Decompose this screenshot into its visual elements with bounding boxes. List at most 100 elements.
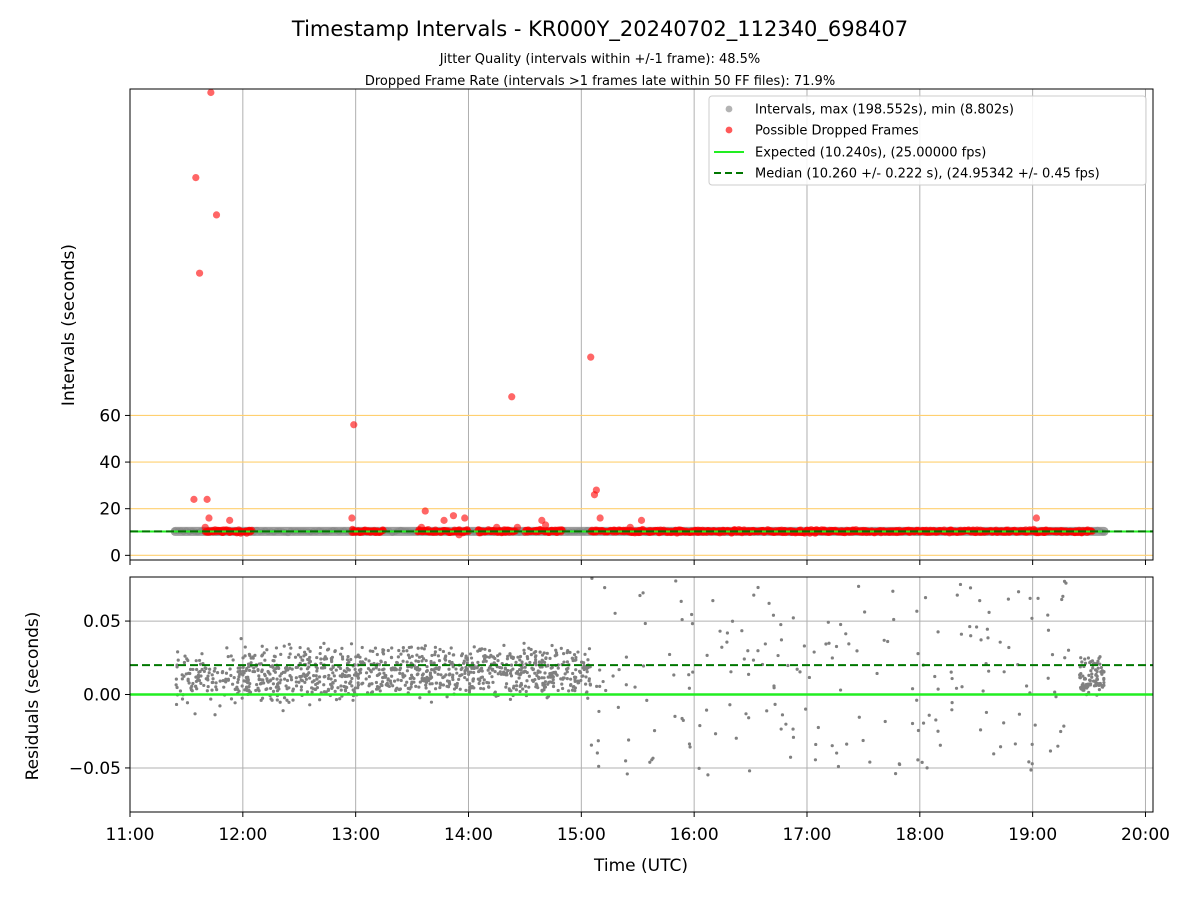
residual-point bbox=[757, 569, 760, 572]
dropped-frame-point bbox=[455, 531, 463, 539]
residual-point bbox=[265, 648, 269, 652]
residual-point bbox=[545, 696, 549, 700]
legend-entry: Expected (10.240s), (25.00000 fps) bbox=[755, 146, 986, 161]
residual-point bbox=[542, 660, 547, 665]
residual-point bbox=[1100, 669, 1104, 673]
residual-point bbox=[270, 698, 274, 702]
residual-point bbox=[1036, 596, 1040, 600]
residual-point bbox=[218, 704, 222, 708]
residual-point bbox=[794, 570, 797, 573]
residual-point bbox=[521, 687, 525, 691]
residual-point bbox=[915, 698, 919, 702]
residual-point bbox=[1053, 690, 1057, 694]
residual-point bbox=[518, 658, 522, 662]
residual-point bbox=[182, 660, 187, 665]
residual-point bbox=[910, 721, 915, 726]
residual-point bbox=[260, 669, 264, 674]
residual-point bbox=[463, 675, 467, 680]
residual-point bbox=[469, 670, 473, 674]
residual-point bbox=[459, 653, 464, 658]
residual-point bbox=[1080, 660, 1084, 664]
residual-point bbox=[490, 675, 494, 679]
residual-point bbox=[329, 677, 333, 681]
residual-point bbox=[897, 762, 901, 766]
dropped-frame-point bbox=[380, 526, 387, 534]
residual-point bbox=[478, 647, 482, 652]
residual-point bbox=[237, 689, 241, 693]
residual-point bbox=[627, 738, 631, 742]
residual-point bbox=[339, 684, 343, 688]
residual-point bbox=[690, 612, 694, 617]
residual-point bbox=[228, 667, 232, 671]
residual-point bbox=[315, 669, 319, 673]
legend: Intervals, max (198.552s), min (8.802s) P… bbox=[708, 95, 1147, 186]
residual-point bbox=[338, 697, 342, 701]
residual-point bbox=[205, 677, 210, 681]
residual-point bbox=[358, 671, 362, 675]
residual-point bbox=[241, 669, 245, 673]
residual-point bbox=[1060, 597, 1064, 602]
residual-point bbox=[381, 652, 386, 656]
residual-point bbox=[1030, 762, 1034, 766]
residual-point bbox=[514, 671, 518, 675]
residual-point bbox=[546, 663, 550, 667]
residual-point bbox=[287, 700, 291, 704]
residual-point bbox=[347, 668, 351, 672]
dropped-frame-point bbox=[493, 523, 501, 531]
residual-point bbox=[371, 667, 375, 671]
residual-point bbox=[367, 659, 371, 663]
residual-point bbox=[478, 669, 482, 673]
residual-point bbox=[645, 698, 649, 702]
residual-point bbox=[464, 654, 468, 658]
residual-point bbox=[1007, 570, 1010, 573]
residual-point bbox=[406, 686, 410, 690]
residual-point bbox=[174, 677, 178, 681]
residual-point bbox=[472, 645, 476, 649]
residual-point bbox=[243, 688, 247, 692]
residual-point bbox=[998, 640, 1002, 644]
residual-point bbox=[272, 654, 276, 658]
residual-point bbox=[875, 671, 879, 676]
residual-point bbox=[613, 611, 617, 615]
residual-point bbox=[597, 709, 601, 714]
residual-point bbox=[1064, 571, 1067, 574]
residual-point bbox=[215, 688, 219, 692]
residual-point bbox=[1083, 657, 1087, 661]
residual-point bbox=[360, 645, 364, 650]
residual-point bbox=[992, 752, 996, 756]
residual-point bbox=[442, 675, 446, 679]
residual-point bbox=[765, 709, 769, 713]
top-y-tick-label: 60 bbox=[99, 406, 121, 426]
residual-point bbox=[405, 660, 409, 664]
residual-point bbox=[916, 652, 920, 656]
residual-point bbox=[498, 670, 502, 674]
dropped-frame-point bbox=[440, 516, 448, 524]
residual-point bbox=[333, 679, 337, 683]
intervals-panel: 0 20 40 60 Intervals, max (198.552s), min (8… bbox=[99, 88, 1154, 566]
residual-point bbox=[418, 680, 422, 684]
residual-point bbox=[346, 654, 350, 659]
residual-point bbox=[1082, 677, 1087, 681]
residual-point bbox=[299, 667, 303, 671]
residual-point bbox=[1030, 742, 1034, 746]
residual-point bbox=[920, 760, 924, 764]
residual-point bbox=[1095, 677, 1100, 682]
residual-point bbox=[550, 643, 554, 648]
dropped-frame-point bbox=[559, 526, 566, 534]
residual-point bbox=[331, 664, 335, 668]
top-y-tick-label: 40 bbox=[99, 453, 121, 473]
residual-point bbox=[506, 668, 510, 673]
residual-point bbox=[1078, 676, 1082, 680]
residual-point bbox=[469, 656, 474, 660]
dropped-frame-point bbox=[596, 514, 604, 522]
dropped-frame-point bbox=[205, 514, 213, 522]
residual-point bbox=[416, 659, 421, 664]
residual-point bbox=[830, 744, 834, 748]
residual-point bbox=[244, 668, 248, 673]
residual-point bbox=[525, 679, 529, 683]
residual-point bbox=[1102, 680, 1106, 685]
residual-point bbox=[641, 664, 646, 668]
residual-point bbox=[767, 562, 770, 565]
residual-point bbox=[1050, 652, 1055, 657]
